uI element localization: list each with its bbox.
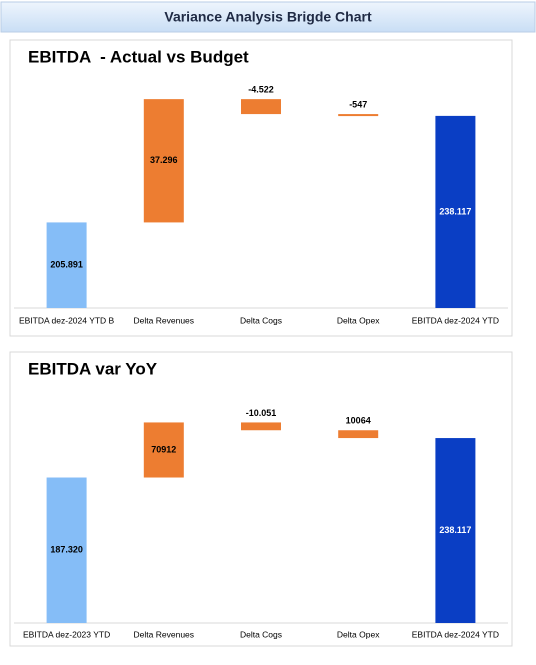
bar — [241, 99, 281, 115]
x-tick-label: Delta Revenues — [134, 629, 194, 639]
x-tick-label: EBITDA dez-2024 YTD B — [19, 315, 115, 325]
data-label: 238.117 — [439, 206, 471, 216]
bar — [338, 430, 379, 439]
chart-panel — [9, 39, 513, 337]
data-label: 187.320 — [50, 545, 83, 555]
data-label: -10.051 — [246, 408, 277, 418]
data-label: 205.891 — [50, 260, 83, 270]
header-bar — [0, 1, 536, 33]
bar — [46, 222, 87, 308]
x-tick-label: EBITDA dez-2024 YTD — [412, 315, 499, 325]
chart-panel — [9, 351, 513, 647]
chart-title: EBITDA - Actual vs Budget — [28, 47, 249, 66]
data-label: 238.117 — [439, 525, 471, 535]
data-label: 37.296 — [150, 155, 178, 165]
header-title: Variance Analysis Brigde Chart — [164, 9, 372, 25]
data-label: -547 — [349, 99, 367, 109]
x-tick-label: EBITDA dez-2023 YTD — [23, 629, 110, 639]
bar — [46, 477, 87, 623]
bar — [338, 114, 379, 117]
data-label: 70912 — [151, 444, 176, 454]
bar — [435, 438, 476, 623]
x-tick-label: Delta Revenues — [134, 315, 194, 325]
bar — [143, 422, 184, 478]
x-tick-label: Delta Cogs — [240, 315, 282, 325]
x-tick-label: EBITDA dez-2024 YTD — [412, 629, 499, 639]
data-label: 10064 — [346, 416, 371, 426]
x-tick-label: Delta Cogs — [240, 629, 282, 639]
bar — [143, 99, 184, 223]
x-tick-label: Delta Opex — [337, 315, 380, 325]
chart-title: EBITDA var YoY — [28, 359, 158, 378]
data-label: -4.522 — [248, 85, 274, 95]
bar — [241, 422, 281, 431]
x-tick-label: Delta Opex — [337, 629, 380, 639]
bar — [435, 115, 476, 309]
